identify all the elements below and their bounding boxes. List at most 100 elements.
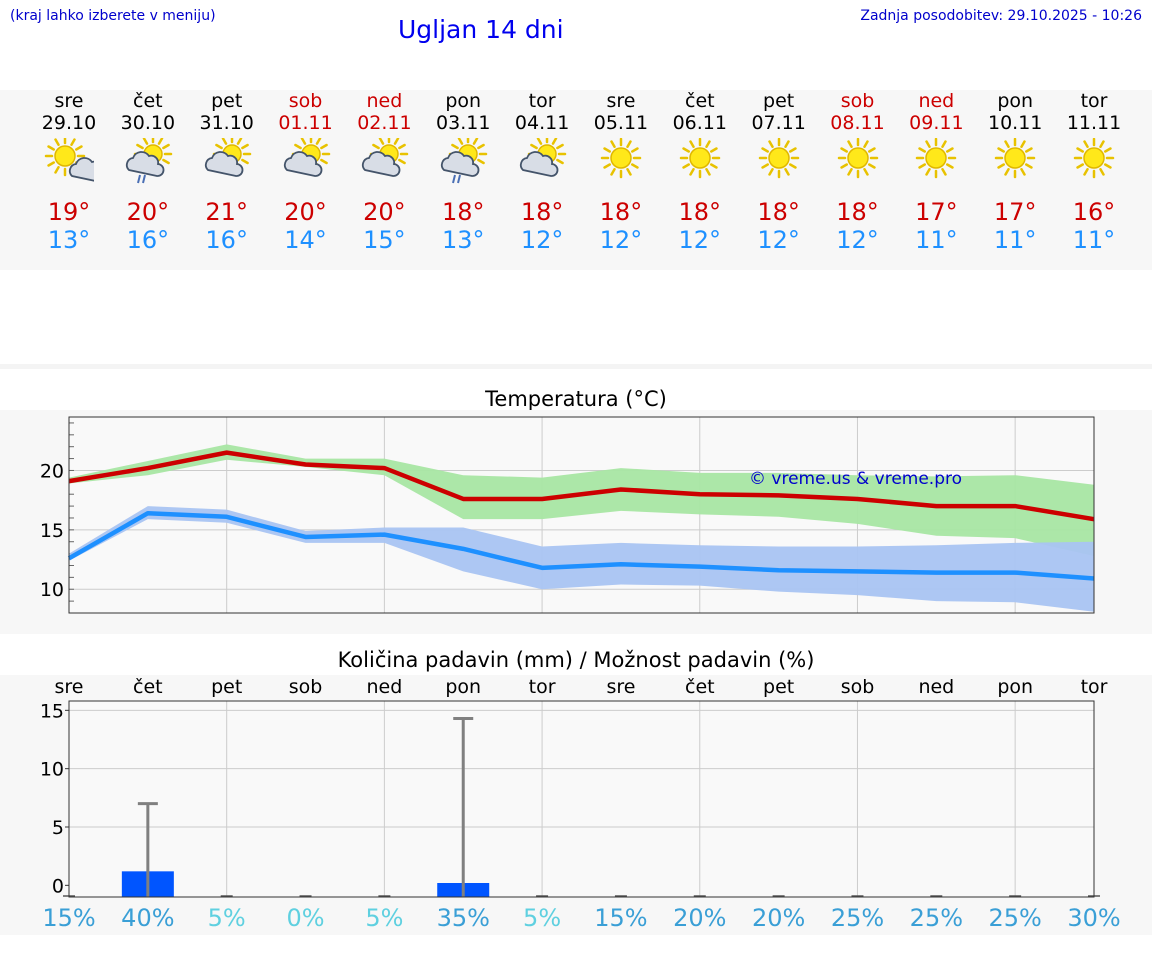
max-temperature: 17°: [915, 198, 958, 226]
day-name: sre: [606, 90, 636, 112]
max-temperature: 20°: [126, 198, 170, 226]
precipitation-probability: 15%: [594, 904, 648, 932]
y-tick-label: 10: [40, 759, 64, 781]
precipitation-day: tor: [1080, 676, 1108, 698]
day-name: sre: [54, 90, 84, 112]
plot-border: [68, 416, 1095, 614]
precipitation-probability: 40%: [121, 904, 175, 932]
plot-border: [68, 700, 1095, 898]
precipitation-probability: 35%: [436, 904, 490, 932]
cloud-sun-icon: [359, 134, 409, 186]
min-temperature: 12°: [757, 226, 800, 254]
y-tick-label: 10: [40, 579, 64, 601]
y-tick-label: 0: [52, 875, 64, 897]
min-temperature: 12°: [599, 226, 643, 254]
max-temperature: 17°: [993, 198, 1037, 226]
cloud-sun-icon: [517, 134, 567, 186]
day-date: 31.10: [199, 112, 254, 134]
temperature-chart: 10 15 20 © vreme.us & vreme.pro: [40, 416, 1095, 614]
day-date: 04.11: [514, 112, 570, 134]
day-name: čet: [133, 90, 163, 112]
precipitation-probability: 0%: [286, 904, 325, 932]
precipitation-chart-title: Količina padavin (mm) / Možnost padavin …: [337, 648, 815, 672]
min-temperature: 16°: [205, 226, 248, 254]
precipitation-probability: 20%: [673, 904, 727, 932]
max-temperature: 20°: [284, 198, 327, 226]
precipitation-probability: 25%: [909, 904, 964, 932]
sun-icon: [596, 137, 646, 186]
max-temperature: 21°: [205, 198, 248, 226]
max-temperature: 20°: [363, 198, 406, 226]
location-hint: (kraj lahko izberete v meniju): [10, 8, 216, 24]
day-name: tor: [528, 90, 556, 112]
sun-icon: [911, 137, 961, 186]
precipitation-day: sob: [840, 676, 875, 698]
precipitation-day: ned: [918, 676, 955, 698]
day-name: tor: [1080, 90, 1108, 112]
day-date: 05.11: [593, 112, 649, 134]
plot-area: [69, 701, 1094, 897]
sun-icon: [754, 137, 804, 186]
day-name: čet: [685, 90, 715, 112]
min-range-band: [69, 506, 1094, 612]
day-name: sob: [840, 90, 875, 112]
watermark: © vreme.us & vreme.pro: [749, 469, 962, 489]
day-date: 03.11: [436, 112, 491, 134]
sun-cloud-icon: [44, 135, 108, 186]
max-temperature: 18°: [678, 198, 722, 226]
max-temperature-line: [68, 450, 1095, 522]
precipitation-day: ned: [366, 676, 403, 698]
sun-icon: [990, 137, 1040, 186]
precipitation-day: pon: [445, 676, 482, 698]
day-name: sob: [288, 90, 323, 112]
min-temperature: 13°: [47, 226, 91, 254]
temperature-chart-title: Temperatura (°C): [485, 387, 667, 411]
precipitation-day: sob: [288, 676, 323, 698]
day-name: ned: [918, 90, 955, 112]
precipitation-probability: 20%: [751, 904, 806, 932]
min-temperature: 11°: [1072, 226, 1116, 254]
precipitation-probability: 15%: [42, 904, 96, 932]
min-temperature: 11°: [915, 226, 958, 254]
y-tick-label: 15: [40, 520, 64, 542]
cloud-sun-rain-icon: [123, 134, 173, 186]
sun-icon: [675, 137, 725, 186]
day-date: 09.11: [909, 112, 964, 134]
day-date: 07.11: [751, 112, 806, 134]
y-tick-label: 20: [40, 460, 64, 482]
min-temperature: 14°: [284, 226, 327, 254]
y-tick-label: 15: [40, 700, 64, 722]
day-name: pon: [445, 90, 482, 112]
cloud-sun-icon: [202, 134, 252, 186]
max-temperature: 18°: [441, 198, 485, 226]
precipitation-day: pon: [997, 676, 1034, 698]
cloud-sun-rain-icon: [438, 134, 488, 186]
precipitation-day: sre: [54, 676, 84, 698]
min-temperature: 11°: [993, 226, 1037, 254]
precipitation-day: pet: [211, 676, 243, 698]
precipitation-day: sre: [606, 676, 636, 698]
precipitation-day: tor: [528, 676, 556, 698]
min-temperature: 13°: [441, 226, 485, 254]
day-name: ned: [366, 90, 403, 112]
day-date: 11.11: [1066, 112, 1122, 134]
precipitation-probability: 25%: [830, 904, 885, 932]
day-date: 01.11: [278, 112, 333, 134]
max-temperature: 18°: [599, 198, 643, 226]
min-temperature: 12°: [836, 226, 879, 254]
precipitation-probability: 30%: [1067, 904, 1121, 932]
max-temperature: 18°: [757, 198, 800, 226]
day-date: 08.11: [830, 112, 885, 134]
min-temperature: 16°: [126, 226, 170, 254]
y-tick-label: 5: [52, 817, 64, 839]
cloud-sun-icon: [281, 134, 331, 186]
day-name: pet: [763, 90, 795, 112]
min-temperature: 12°: [520, 226, 564, 254]
max-range-band: [69, 444, 1094, 556]
forecast-strip: [0, 90, 1152, 270]
sun-icon: [1069, 137, 1119, 186]
precipitation-probability: 25%: [988, 904, 1042, 932]
separator: [0, 364, 1152, 369]
max-temperature: 18°: [836, 198, 879, 226]
max-temperature: 19°: [47, 198, 91, 226]
